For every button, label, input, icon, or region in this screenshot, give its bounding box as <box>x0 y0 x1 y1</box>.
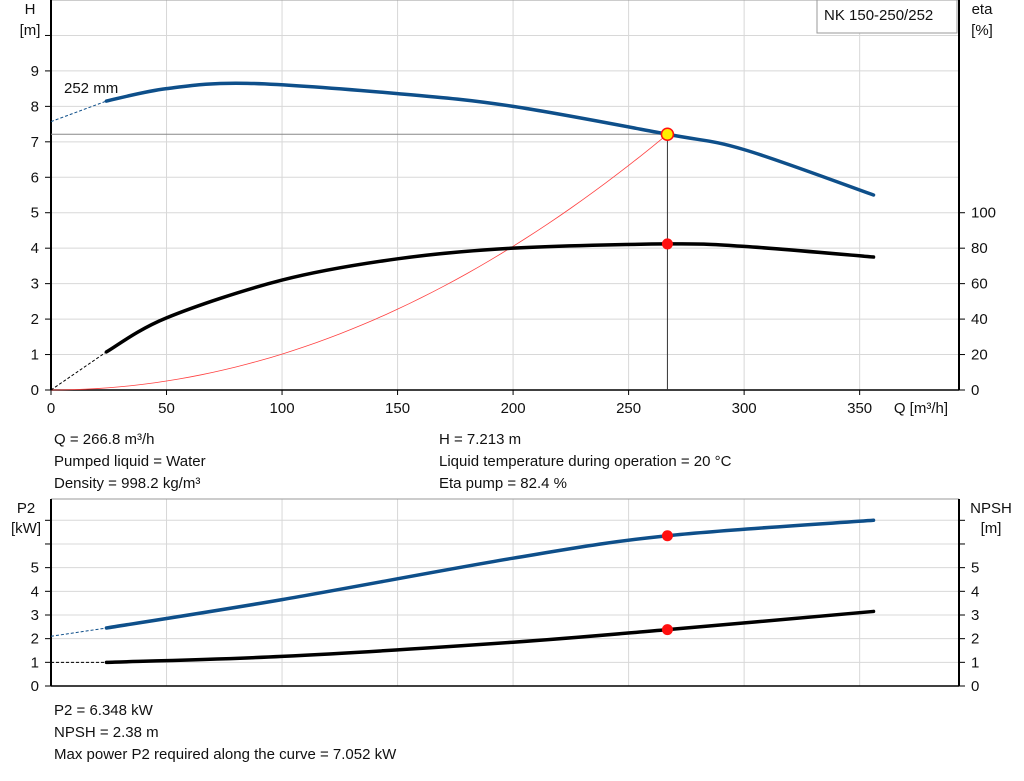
info-h: H = 7.213 m <box>439 431 522 448</box>
info-max-p2: Max power P2 required along the curve = … <box>54 746 397 763</box>
q-tick-label: 250 <box>616 400 641 417</box>
q-axis-label: Q [m³/h] <box>894 400 948 417</box>
eta-axis-label: eta <box>972 1 994 18</box>
npsh-tick-label: 0 <box>971 678 979 695</box>
h-tick-label: 1 <box>31 347 39 364</box>
h-tick-label: 6 <box>31 169 39 186</box>
info-density: Density = 998.2 kg/m³ <box>54 475 201 492</box>
duty-point-eta <box>661 238 673 250</box>
p2-extrapolated <box>50 627 107 637</box>
npsh-tick-label: 1 <box>971 654 979 671</box>
p2-axis-unit: [kW] <box>11 520 41 537</box>
q-tick-label: 0 <box>47 400 55 417</box>
duty-point-h <box>660 127 675 142</box>
info-liquid: Pumped liquid = Water <box>54 453 206 470</box>
eta-tick-label: 60 <box>971 276 988 293</box>
npsh-tick-label: 5 <box>971 560 979 577</box>
eta-tick-label: 0 <box>971 382 979 399</box>
h-curve <box>104 81 876 197</box>
q-tick-label: 300 <box>732 400 757 417</box>
info-eta: Eta pump = 82.4 % <box>439 475 567 492</box>
q-tick-label: 200 <box>501 400 526 417</box>
p2-tick-label: 4 <box>31 583 39 600</box>
npsh-tick-label: 2 <box>971 631 979 648</box>
chart-title: NK 150-250/252 <box>824 7 933 24</box>
eta-tick-label: 40 <box>971 311 988 328</box>
p2-tick-label: 3 <box>31 607 39 624</box>
eta-axis-unit: [%] <box>971 22 993 39</box>
npsh-curve <box>104 609 876 665</box>
h-tick-label: 2 <box>31 311 39 328</box>
h-tick-label: 9 <box>31 63 39 80</box>
q-tick-label: 350 <box>847 400 872 417</box>
h-tick-label: 5 <box>31 205 39 222</box>
h-tick-label: 4 <box>31 240 39 257</box>
title-box <box>816 0 958 34</box>
p2-tick-label: 5 <box>31 560 39 577</box>
eta-tick-label: 100 <box>971 205 996 222</box>
eta-tick-label: 20 <box>971 347 988 364</box>
h-tick-label: 8 <box>31 98 39 115</box>
info-temp: Liquid temperature during operation = 20… <box>439 453 732 470</box>
q-tick-label: 50 <box>158 400 175 417</box>
npsh-axis-label: NPSH <box>970 500 1012 517</box>
eta-tick-label: 80 <box>971 240 988 257</box>
h-tick-label: 0 <box>31 382 39 399</box>
p2-tick-label: 2 <box>31 631 39 648</box>
npsh-tick-label: 4 <box>971 583 979 600</box>
npsh-tick-label: 3 <box>971 607 979 624</box>
duty-point-npsh <box>661 624 673 636</box>
p2-tick-label: 1 <box>31 654 39 671</box>
system-curve <box>50 133 668 391</box>
npsh-axis-unit: [m] <box>981 520 1002 537</box>
h-tick-label: 3 <box>31 276 39 293</box>
eta-curve <box>104 242 876 354</box>
impeller-diameter-label: 252 mm <box>64 80 118 97</box>
p2-axis-label: P2 <box>17 500 35 517</box>
q-tick-label: 100 <box>270 400 295 417</box>
h-extrapolated <box>50 100 107 123</box>
info-npsh: NPSH = 2.38 m <box>54 724 159 741</box>
p2-curve <box>104 518 876 630</box>
eta-extrapolated <box>50 351 107 391</box>
duty-point-p2 <box>661 530 673 542</box>
h-axis-label: H <box>25 1 36 18</box>
q-tick-label: 150 <box>385 400 410 417</box>
h-tick-label: 7 <box>31 134 39 151</box>
info-q: Q = 266.8 m³/h <box>54 431 155 448</box>
info-p2: P2 = 6.348 kW <box>54 702 153 719</box>
h-axis-unit: [m] <box>20 22 41 39</box>
p2-tick-label: 0 <box>31 678 39 695</box>
